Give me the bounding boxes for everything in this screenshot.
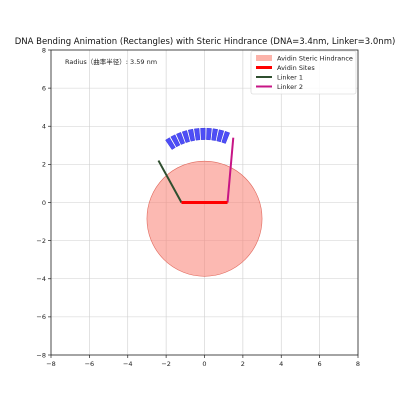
x-tick-label: 0: [202, 360, 206, 368]
legend-swatch: [256, 55, 272, 61]
y-tick-label: 6: [42, 84, 46, 92]
dna-segment: [216, 129, 225, 143]
legend-label: Linker 1: [277, 73, 303, 81]
legend-label: Avidin Sites: [277, 64, 315, 72]
dna-segment: [181, 130, 190, 143]
radius-annotation: Radius（曲率半径）: 3.59 nm: [65, 57, 157, 66]
y-tick-label: −2: [36, 237, 46, 245]
x-tick-label: −8: [46, 360, 56, 368]
y-tick-label: 2: [42, 161, 46, 169]
y-tick-label: −6: [36, 313, 46, 321]
x-tick-label: −6: [85, 360, 95, 368]
chart-title: DNA Bending Animation (Rectangles) with …: [15, 37, 396, 47]
dna-segment: [221, 131, 230, 144]
x-tick-label: −4: [123, 360, 133, 368]
dna-segment: [206, 127, 212, 141]
linker-2-line: [226, 137, 235, 203]
dna-segment: [211, 128, 218, 141]
x-tick-label: 2: [241, 360, 245, 368]
y-tick-label: 4: [42, 123, 46, 131]
dna-segment: [165, 137, 176, 150]
x-tick-label: 6: [318, 360, 322, 368]
y-tick-label: −4: [36, 275, 46, 283]
dna-segment: [194, 128, 201, 141]
dna-segment: [176, 132, 185, 145]
y-tick-label: −8: [36, 351, 46, 359]
dna-segment: [170, 134, 181, 148]
plot-area: −8 −6 −4 −2 0 2 4 6 8 −8 −6 −4 −2 0 2 4 6 8 Radius（曲率半径）: …: [36, 46, 360, 368]
x-tick-label: −2: [161, 360, 171, 368]
linker-1-line: [157, 160, 183, 203]
dna-segment: [187, 128, 196, 142]
avidin-steric-circle: [146, 160, 263, 277]
legend-label: Linker 2: [277, 83, 303, 91]
x-tick-label: 8: [356, 360, 360, 368]
legend-label: Avidin Steric Hindrance: [277, 54, 353, 62]
x-tick-label: 4: [279, 360, 283, 368]
legend-box: [250, 50, 357, 95]
dna-segment: [200, 127, 206, 140]
y-tick-label: 8: [42, 46, 46, 54]
y-tick-label: 0: [42, 199, 46, 207]
